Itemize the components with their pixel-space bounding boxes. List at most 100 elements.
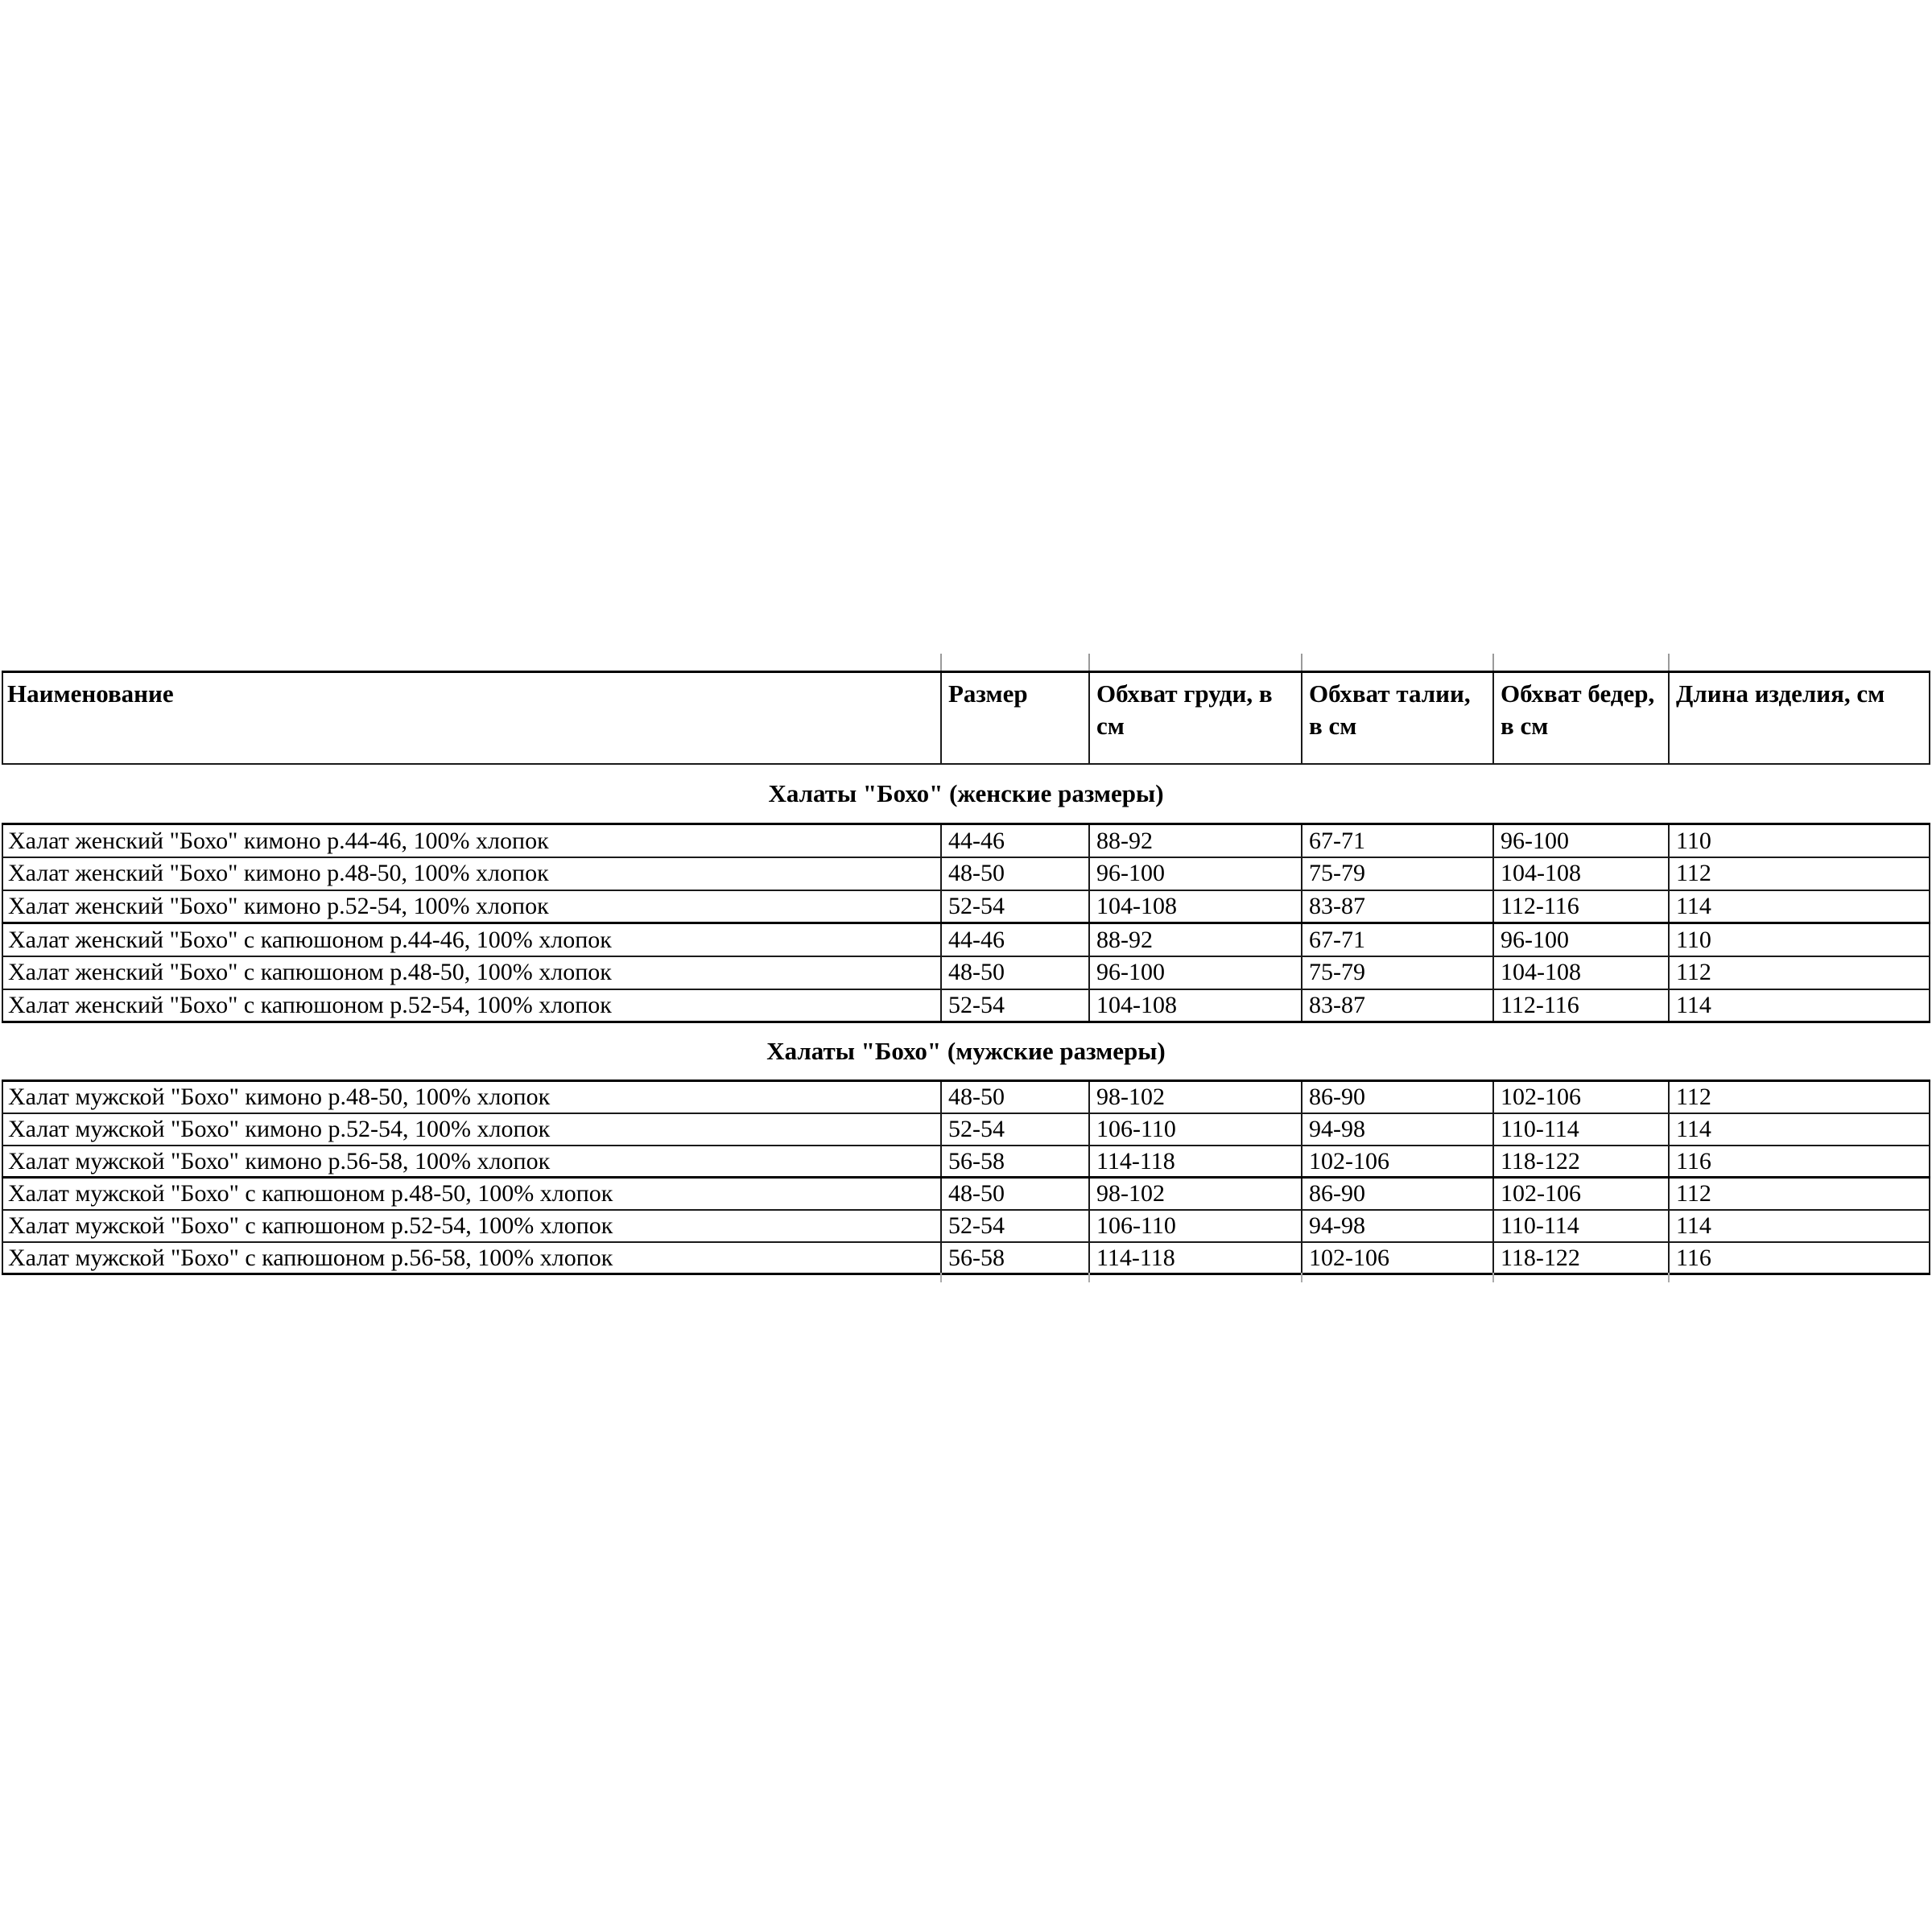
waist-cell: 83-87	[1301, 988, 1494, 1023]
waist-cell: 86-90	[1301, 1080, 1494, 1114]
waist-cell: 83-87	[1301, 889, 1494, 924]
column-header-hips: Обхват бедер, в см	[1492, 671, 1670, 765]
product-name-cell: Халат женский "Бохо" кимоно р.44-46, 100…	[2, 823, 942, 858]
column-header-length: Длина изделия, см	[1668, 671, 1930, 765]
chest-cell: 98-102	[1088, 1176, 1302, 1211]
product-name-cell: Халат женский "Бохо" с капюшоном р.44-46…	[2, 922, 942, 957]
hips-cell: 102-106	[1492, 1176, 1670, 1211]
waist-cell: 102-106	[1301, 1241, 1494, 1275]
chest-cell: 114-118	[1088, 1144, 1302, 1179]
length-cell: 112	[1668, 1080, 1930, 1114]
chest-cell: 104-108	[1088, 988, 1302, 1023]
length-cell: 112	[1668, 856, 1930, 891]
size-cell: 48-50	[940, 856, 1090, 891]
section-row-men: Халаты "Бохо" (мужские размеры)	[2, 1022, 1930, 1081]
size-cell: 52-54	[940, 889, 1090, 924]
hips-cell: 102-106	[1492, 1080, 1670, 1114]
size-cell: 52-54	[940, 1112, 1090, 1146]
table-row: Халат мужской "Бохо" кимоно р.52-54, 100…	[2, 1112, 1930, 1146]
hips-cell: 110-114	[1492, 1112, 1670, 1146]
size-cell: 52-54	[940, 988, 1090, 1023]
table-row: Халат мужской "Бохо" с капюшоном р.48-50…	[2, 1176, 1930, 1211]
product-name-cell: Халат женский "Бохо" с капюшоном р.52-54…	[2, 988, 942, 1023]
length-cell: 116	[1668, 1144, 1930, 1179]
size-cell: 56-58	[940, 1144, 1090, 1179]
length-cell: 114	[1668, 889, 1930, 924]
length-cell: 116	[1668, 1241, 1930, 1275]
chest-cell: 88-92	[1088, 823, 1302, 858]
product-name-cell: Халат мужской "Бохо" с капюшоном р.56-58…	[2, 1241, 942, 1275]
border-stub	[1668, 1273, 1670, 1282]
chest-cell: 106-110	[1088, 1208, 1302, 1243]
length-cell: 114	[1668, 1112, 1930, 1146]
size-cell: 44-46	[940, 922, 1090, 957]
border-stub	[1668, 654, 1670, 671]
product-name-cell: Халат женский "Бохо" с капюшоном р.48-50…	[2, 955, 942, 990]
section-row-women: Халаты "Бохо" (женские размеры)	[2, 764, 1930, 824]
size-cell: 48-50	[940, 955, 1090, 990]
product-name-cell: Халат мужской "Бохо" с капюшоном р.52-54…	[2, 1208, 942, 1243]
table-row: Халат женский "Бохо" с капюшоном р.48-50…	[2, 955, 1930, 990]
column-header-size: Размер	[940, 671, 1090, 765]
product-name-cell: Халат мужской "Бохо" кимоно р.56-58, 100…	[2, 1144, 942, 1179]
border-stub	[1492, 654, 1494, 671]
section-title: Халаты "Бохо" (мужские размеры)	[766, 1037, 1166, 1065]
waist-cell: 94-98	[1301, 1208, 1494, 1243]
column-header-chest: Обхват груди, в см	[1088, 671, 1302, 765]
waist-cell: 75-79	[1301, 856, 1494, 891]
size-cell: 52-54	[940, 1208, 1090, 1243]
length-cell: 112	[1668, 1176, 1930, 1211]
size-cell: 48-50	[940, 1080, 1090, 1114]
hips-cell: 112-116	[1492, 889, 1670, 924]
hips-cell: 118-122	[1492, 1144, 1670, 1179]
border-stub	[940, 1273, 942, 1282]
chest-cell: 96-100	[1088, 955, 1302, 990]
hips-cell: 110-114	[1492, 1208, 1670, 1243]
table-row: Халат женский "Бохо" кимоно р.44-46, 100…	[2, 823, 1930, 858]
waist-cell: 86-90	[1301, 1176, 1494, 1211]
chest-cell: 88-92	[1088, 922, 1302, 957]
chest-cell: 106-110	[1088, 1112, 1302, 1146]
table-row: Халат женский "Бохо" с капюшоном р.44-46…	[2, 922, 1930, 957]
table-row: Халат мужской "Бохо" кимоно р.56-58, 100…	[2, 1144, 1930, 1179]
border-stub	[1301, 1273, 1302, 1282]
product-name-cell: Халат мужской "Бохо" кимоно р.52-54, 100…	[2, 1112, 942, 1146]
size-cell: 56-58	[940, 1241, 1090, 1275]
border-stub	[1088, 654, 1090, 671]
hips-cell: 96-100	[1492, 922, 1670, 957]
hips-cell: 96-100	[1492, 823, 1670, 858]
column-header-name: Наименование	[2, 671, 942, 765]
size-cell: 48-50	[940, 1176, 1090, 1211]
hips-cell: 104-108	[1492, 955, 1670, 990]
border-stub	[1492, 1273, 1494, 1282]
border-stub	[1301, 654, 1302, 671]
chest-cell: 96-100	[1088, 856, 1302, 891]
table-row: Халат мужской "Бохо" с капюшоном р.52-54…	[2, 1208, 1930, 1243]
chest-cell: 104-108	[1088, 889, 1302, 924]
table-header-row: Наименование Размер Обхват груди, в см О…	[2, 671, 1930, 765]
waist-cell: 67-71	[1301, 823, 1494, 858]
length-cell: 110	[1668, 823, 1930, 858]
length-cell: 114	[1668, 1208, 1930, 1243]
chest-cell: 98-102	[1088, 1080, 1302, 1114]
table-row: Халат мужской "Бохо" с капюшоном р.56-58…	[2, 1241, 1930, 1275]
product-name-cell: Халат мужской "Бохо" кимоно р.48-50, 100…	[2, 1080, 942, 1114]
hips-cell: 118-122	[1492, 1241, 1670, 1275]
table-row: Халат мужской "Бохо" кимоно р.48-50, 100…	[2, 1080, 1930, 1114]
product-name-cell: Халат мужской "Бохо" с капюшоном р.48-50…	[2, 1176, 942, 1211]
border-stub	[940, 654, 942, 671]
waist-cell: 102-106	[1301, 1144, 1494, 1179]
chest-cell: 114-118	[1088, 1241, 1302, 1275]
hips-cell: 104-108	[1492, 856, 1670, 891]
waist-cell: 75-79	[1301, 955, 1494, 990]
table-row: Халат женский "Бохо" кимоно р.52-54, 100…	[2, 889, 1930, 924]
size-cell: 44-46	[940, 823, 1090, 858]
waist-cell: 67-71	[1301, 922, 1494, 957]
table-row: Халат женский "Бохо" с капюшоном р.52-54…	[2, 988, 1930, 1023]
hips-cell: 112-116	[1492, 988, 1670, 1023]
length-cell: 110	[1668, 922, 1930, 957]
column-header-waist: Обхват талии, в см	[1301, 671, 1494, 765]
size-chart-table: Наименование Размер Обхват груди, в см О…	[2, 671, 1930, 1275]
product-name-cell: Халат женский "Бохо" кимоно р.48-50, 100…	[2, 856, 942, 891]
